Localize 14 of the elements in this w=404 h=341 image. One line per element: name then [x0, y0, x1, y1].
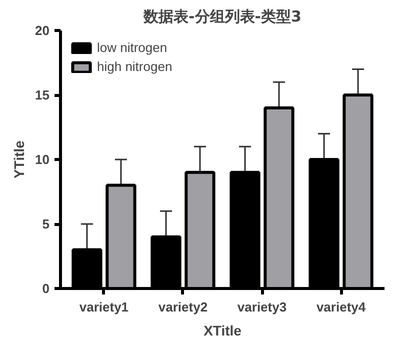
x-axis-title: XTitle	[204, 322, 242, 338]
y-tick-label: 5	[42, 216, 50, 232]
x-tick-label: variety2	[158, 300, 208, 314]
legend-label: high nitrogen	[97, 59, 172, 74]
y-tick-label: 10	[35, 152, 50, 167]
x-tick-label: variety4	[316, 300, 366, 314]
y-tick-label: 0	[42, 281, 50, 296]
legend-label: low nitrogen	[97, 40, 168, 55]
y-axis-title: YTitle	[11, 140, 28, 178]
x-tick-label: variety3	[237, 300, 287, 314]
x-tick-label: variety1	[79, 300, 129, 314]
y-tick-label: 20	[35, 23, 50, 38]
y-tick-label: 15	[35, 88, 50, 102]
chart-title: 数据表-分组列表-类型3	[142, 8, 302, 26]
